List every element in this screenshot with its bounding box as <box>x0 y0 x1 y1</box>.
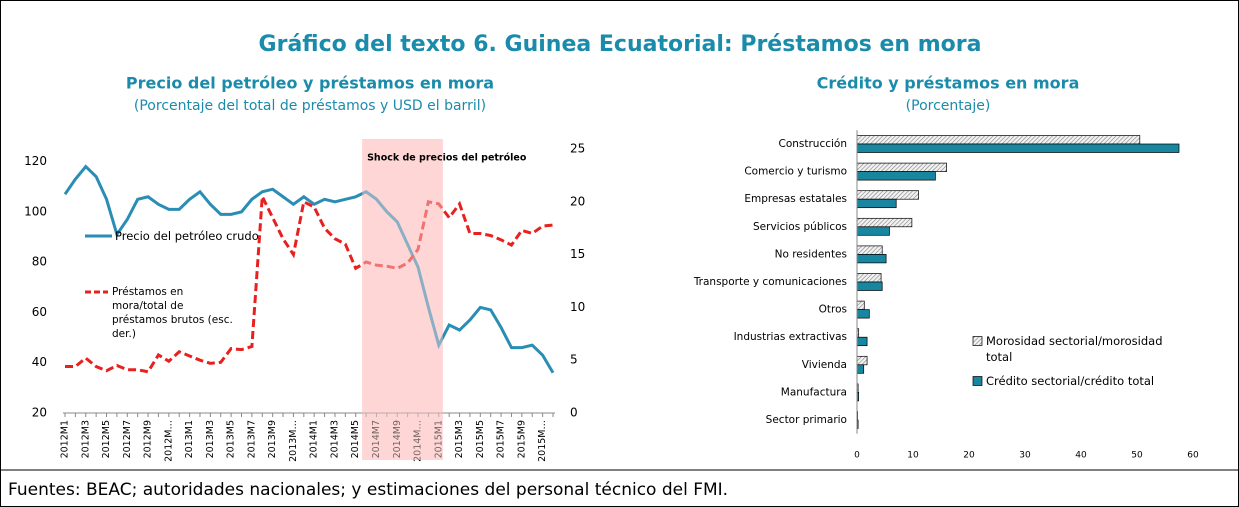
x-tick-label: 2013M3 <box>205 420 216 458</box>
bar <box>856 143 1180 153</box>
chart-subtitle: (Porcentaje) <box>906 98 991 114</box>
y-tick-label: 20 <box>32 406 47 420</box>
bar <box>856 171 936 181</box>
chart-subtitle: (Porcentaje del total de préstamos y USD… <box>134 98 486 114</box>
x-tick-label: 2012M5 <box>101 420 112 458</box>
x-tick-label: 10 <box>907 451 919 461</box>
x-tick-label: 20 <box>963 451 975 461</box>
x-tick-label: 2013M… <box>288 420 299 462</box>
x-tick-label: 2013M9 <box>267 420 278 458</box>
bar <box>856 254 887 264</box>
legend-label: Precio del petróleo crudo <box>115 229 259 243</box>
legend-label: Crédito sectorial/crédito total <box>986 374 1155 388</box>
x-tick-label: 40 <box>1075 451 1087 461</box>
y2-tick-label: 0 <box>570 406 578 420</box>
bar <box>856 245 883 255</box>
legend-label: Préstamos en mora/total de préstamos bru… <box>112 286 233 340</box>
x-tick-label: 2015M3 <box>454 420 465 458</box>
x-tick-label: 60 <box>1187 451 1199 461</box>
y-tick-label: Industrias extractivas <box>734 331 847 343</box>
bar <box>856 273 882 283</box>
bar <box>856 309 870 319</box>
shade-region <box>362 139 443 460</box>
chart-title: Precio del petróleo y préstamos en mora <box>126 74 494 93</box>
series-line <box>63 164 555 374</box>
bar <box>856 355 868 366</box>
y-tick-label: 60 <box>32 305 47 319</box>
x-tick-label: 2013M7 <box>246 420 257 458</box>
legend-swatch <box>972 336 983 346</box>
legend-swatch <box>972 376 983 386</box>
x-tick-label: 2013M5 <box>226 420 237 458</box>
bar <box>856 336 868 347</box>
x-tick-label: 2012M7 <box>122 420 133 458</box>
x-tick-label: 2014M1 <box>309 420 320 458</box>
y-tick-label: Empresas estatales <box>744 193 847 205</box>
x-tick-label: 2014M5 <box>350 420 361 458</box>
bar <box>856 226 890 236</box>
x-tick-label: 2015M1 <box>433 420 444 458</box>
x-tick-label: 2015M5 <box>475 420 486 458</box>
y-tick-label: Construcción <box>778 138 847 150</box>
bar <box>856 364 865 374</box>
y2-tick-label: 25 <box>570 142 585 156</box>
y-tick-label: 80 <box>32 255 47 269</box>
y-tick-label: 40 <box>32 355 47 369</box>
y-tick-label: Transporte y comunicaciones <box>693 276 847 288</box>
x-tick-label: 2015M7 <box>496 420 507 458</box>
y-tick-label: Sector primario <box>766 414 847 426</box>
bar <box>856 190 919 200</box>
x-tick-label: 30 <box>1019 451 1031 461</box>
y-tick-label: Comercio y turismo <box>744 166 847 178</box>
series-line <box>65 190 554 374</box>
x-tick-label: 2012M9 <box>143 420 154 458</box>
x-tick-label: 2014M9 <box>392 420 403 458</box>
source-note: Fuentes: BEAC; autoridades nacionales; y… <box>8 480 728 500</box>
chart-title: Crédito y préstamos en mora <box>817 74 1080 93</box>
x-tick-label: 2015M… <box>537 420 548 462</box>
y-tick-label: 100 <box>24 204 47 218</box>
x-tick-label: 2012M… <box>163 420 174 462</box>
y-tick-label: 120 <box>24 154 47 168</box>
x-tick-label: 2014M3 <box>329 420 340 458</box>
x-tick-label: 50 <box>1131 451 1143 461</box>
bar <box>856 300 865 310</box>
y2-tick-label: 20 <box>570 194 585 208</box>
x-tick-label: 2014M7 <box>371 420 382 458</box>
x-tick-label: 0 <box>854 451 860 461</box>
y-tick-label: No residentes <box>775 248 847 260</box>
shade-overlay <box>362 139 443 460</box>
bar <box>856 217 913 228</box>
x-tick-label: 2012M1 <box>60 420 71 458</box>
y-tick-label: Servicios públicos <box>753 221 847 233</box>
y2-tick-label: 10 <box>570 300 585 314</box>
y-tick-label: Otros <box>819 304 847 316</box>
x-tick-label: 2013M1 <box>184 420 195 458</box>
bar <box>856 162 947 172</box>
bar <box>856 135 1141 145</box>
annotation: Shock de precios del petróleo <box>367 153 527 164</box>
legend-label: Morosidad sectorial/morosidad total <box>986 334 1163 364</box>
bar <box>856 198 897 209</box>
x-tick-label: 2012M3 <box>80 420 91 458</box>
x-tick-label: 2015M9 <box>516 420 527 458</box>
y2-tick-label: 5 <box>570 353 578 367</box>
y-tick-label: Manufactura <box>781 386 847 398</box>
bar <box>856 281 883 291</box>
x-tick-label: 2014M… <box>413 420 424 462</box>
y2-tick-label: 15 <box>570 247 585 261</box>
figure-title: Gráfico del texto 6. Guinea Ecuatorial: … <box>259 32 982 57</box>
y-tick-label: Vivienda <box>802 359 847 371</box>
